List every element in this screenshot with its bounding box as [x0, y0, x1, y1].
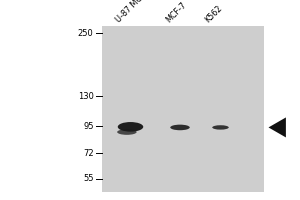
Text: 55: 55: [83, 174, 94, 183]
Ellipse shape: [118, 122, 143, 132]
Text: MCF-7: MCF-7: [165, 0, 189, 24]
Text: U-87 MG: U-87 MG: [114, 0, 145, 24]
Polygon shape: [268, 117, 286, 137]
Ellipse shape: [170, 125, 190, 130]
Bar: [102, 26, 264, 192]
Ellipse shape: [117, 129, 136, 135]
Text: 130: 130: [78, 92, 94, 101]
Text: 72: 72: [83, 149, 94, 158]
Text: K562: K562: [204, 3, 224, 24]
Text: 250: 250: [78, 29, 94, 38]
Ellipse shape: [212, 125, 229, 130]
Text: 95: 95: [83, 122, 94, 131]
